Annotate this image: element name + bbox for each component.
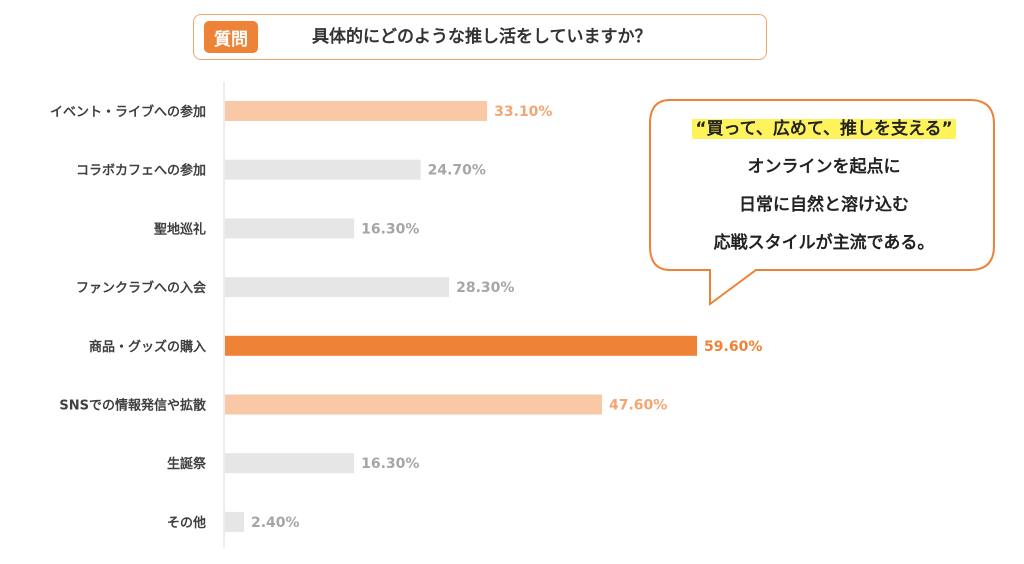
value-label: 59.60% xyxy=(704,339,762,355)
bar xyxy=(225,218,355,239)
category-label: SNSでの情報発信や拡散 xyxy=(59,398,207,414)
bar xyxy=(225,335,698,356)
bars-group: イベント・ライブへの参加 33.10% コラボカフェへの参加 24.70% 聖地巡礼 16… xyxy=(50,101,762,532)
question-text: 具体的にどのような推し活をしていますか？ xyxy=(312,27,652,47)
category-label: 生誕祭 xyxy=(167,456,207,472)
bar xyxy=(225,453,355,474)
category-label: ファンクラブへの入会 xyxy=(76,280,207,296)
category-label: イベント・ライブへの参加 xyxy=(50,104,206,120)
callout-line-4: 応戦スタイルが主流である。 xyxy=(713,233,935,253)
callout-text: “買って、広めて、推しを支える” オンラインを起点に 日常に自然と溶け込む 応戦… xyxy=(652,110,996,262)
speech-bubble xyxy=(649,99,995,306)
bar xyxy=(225,101,488,121)
bar xyxy=(225,159,421,180)
category-label: 商品・グッズの購入 xyxy=(89,339,206,355)
category-label: コラボカフェへの参加 xyxy=(76,163,206,179)
bar xyxy=(225,511,245,532)
speech-bubble-shape xyxy=(649,99,995,306)
question-box: 質問 具体的にどのような推し活をしていますか？ xyxy=(193,14,767,60)
value-label: 47.60% xyxy=(609,398,667,414)
bar xyxy=(225,394,602,415)
callout-line-3: 日常に自然と溶け込む xyxy=(739,195,909,215)
category-label: その他 xyxy=(167,515,206,531)
value-label: 16.30% xyxy=(361,221,419,237)
bar xyxy=(225,277,450,298)
callout-highlight: “買って、広めて、推しを支える” xyxy=(692,119,956,139)
question-badge: 質問 xyxy=(204,21,258,53)
value-label: 28.30% xyxy=(456,280,514,296)
value-label: 33.10% xyxy=(494,104,552,120)
value-label: 2.40% xyxy=(251,515,300,531)
callout-line-2: オンラインを起点に xyxy=(747,157,901,177)
callout-line-1: “買って、広めて、推しを支える” xyxy=(652,110,996,148)
value-label: 16.30% xyxy=(361,456,419,472)
value-label: 24.70% xyxy=(428,163,486,179)
category-label: 聖地巡礼 xyxy=(154,221,206,237)
